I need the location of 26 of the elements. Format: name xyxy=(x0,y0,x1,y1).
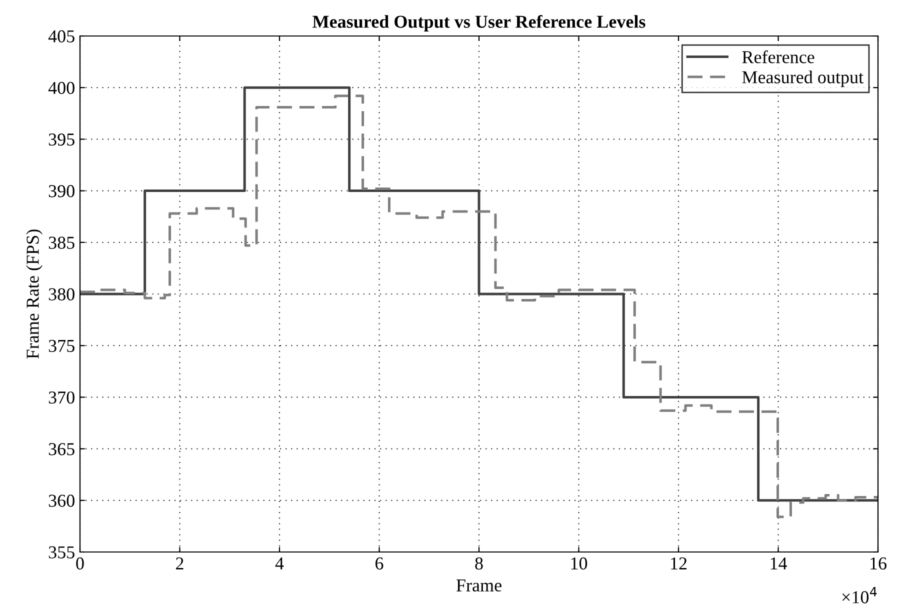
x-tick-label: 4 xyxy=(275,558,284,570)
x-tick-label: 6 xyxy=(376,557,384,570)
y-tick-label: 395 xyxy=(48,134,74,146)
y-tick-label: 380 xyxy=(48,288,74,300)
y-tick-label: 405 xyxy=(48,30,74,42)
y-tick-label: 370 xyxy=(48,391,74,404)
x-tick-label: 8 xyxy=(475,557,483,570)
x-tick-label: 12 xyxy=(671,557,687,570)
y-tick-label: 390 xyxy=(48,185,74,198)
y-tick-label: 360 xyxy=(48,494,74,507)
y-tick-label: 385 xyxy=(48,236,74,249)
x-axis-title: Frame xyxy=(456,579,502,592)
x-tick-label: 14 xyxy=(770,557,787,570)
y-axis-title: Frame Rate (FPS) xyxy=(26,230,42,359)
x-tick-label: 16 xyxy=(870,557,886,570)
x-tick-label: 10 xyxy=(571,557,588,570)
y-tick-label: 355 xyxy=(48,546,74,558)
y-tick-label: 375 xyxy=(48,340,74,352)
text: ×10$^{4}$ xyxy=(842,587,877,604)
x-tick-label: 2 xyxy=(176,557,184,570)
y-tick-label: 400 xyxy=(48,82,74,94)
chart-title: Measured Output vs User Reference Levels xyxy=(312,14,646,32)
x-tick-label: 0 xyxy=(76,557,84,570)
y-tick-label: 365 xyxy=(48,443,74,456)
legend-label: Reference xyxy=(742,50,814,64)
legend-label: Measured output xyxy=(742,70,864,88)
